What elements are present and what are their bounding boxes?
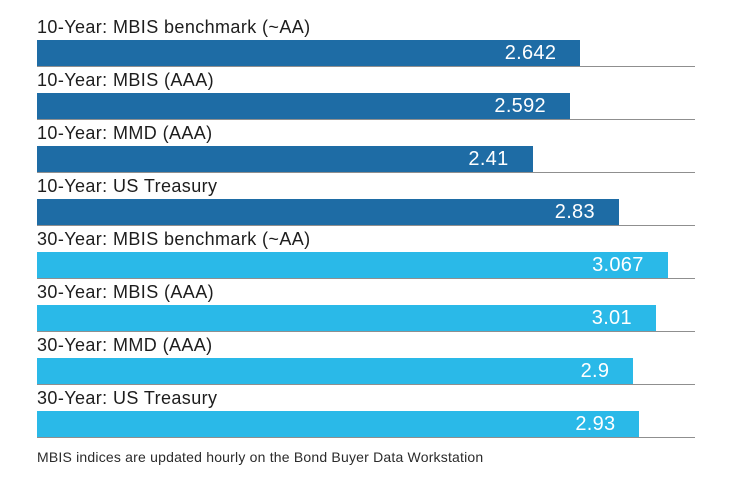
bar: 2.9 [37,358,634,384]
chart-row: 30-Year: US Treasury 2.93 [37,385,695,438]
bar-chart: 10-Year: MBIS benchmark (~AA) 2.642 10-Y… [37,14,695,465]
footnote: MBIS indices are updated hourly on the B… [37,449,484,465]
category-label: 30-Year: MBIS (AAA) [37,282,215,302]
category-label: 10-Year: US Treasury [37,176,218,196]
chart-row: 10-Year: US Treasury 2.83 [37,173,695,226]
category-label: 30-Year: MBIS benchmark (~AA) [37,229,311,249]
bar-track: 2.9 [37,358,695,385]
chart-row: 30-Year: MMD (AAA) 2.9 [37,332,695,385]
chart-row: 10-Year: MMD (AAA) 2.41 [37,120,695,173]
chart-row: 10-Year: MBIS benchmark (~AA) 2.642 [37,14,695,67]
bar: 3.01 [37,305,656,331]
category-label: 10-Year: MBIS benchmark (~AA) [37,17,311,37]
bar-track: 2.642 [37,40,695,67]
bar: 3.067 [37,252,668,278]
bar: 2.93 [37,411,640,437]
bar-value-label: 2.83 [554,200,595,223]
chart-row: 10-Year: MBIS (AAA) 2.592 [37,67,695,120]
bar: 2.83 [37,199,619,225]
bar: 2.642 [37,40,581,66]
bar-track: 3.067 [37,252,695,279]
bar: 2.41 [37,146,533,172]
category-label: 30-Year: US Treasury [37,388,218,408]
category-label: 10-Year: MMD (AAA) [37,123,213,143]
bar-track: 3.01 [37,305,695,332]
bar-track: 2.93 [37,411,695,438]
bar-track: 2.41 [37,146,695,173]
bar-track: 2.592 [37,93,695,120]
bar-value-label: 2.592 [494,94,546,117]
bar-value-label: 2.642 [504,41,557,64]
category-label: 30-Year: MMD (AAA) [37,335,213,355]
bar-value-label: 3.067 [592,253,644,276]
category-label: 10-Year: MBIS (AAA) [37,70,215,90]
bar-value-label: 2.93 [575,412,616,435]
bar-value-label: 2.41 [468,147,509,170]
bar-value-label: 2.9 [580,359,610,382]
chart-row: 30-Year: MBIS benchmark (~AA) 3.067 [37,226,695,279]
bar-value-label: 3.01 [591,306,632,329]
bar-track: 2.83 [37,199,695,226]
chart-rows: 10-Year: MBIS benchmark (~AA) 2.642 10-Y… [37,14,695,438]
chart-row: 30-Year: MBIS (AAA) 3.01 [37,279,695,332]
bar: 2.592 [37,93,570,119]
